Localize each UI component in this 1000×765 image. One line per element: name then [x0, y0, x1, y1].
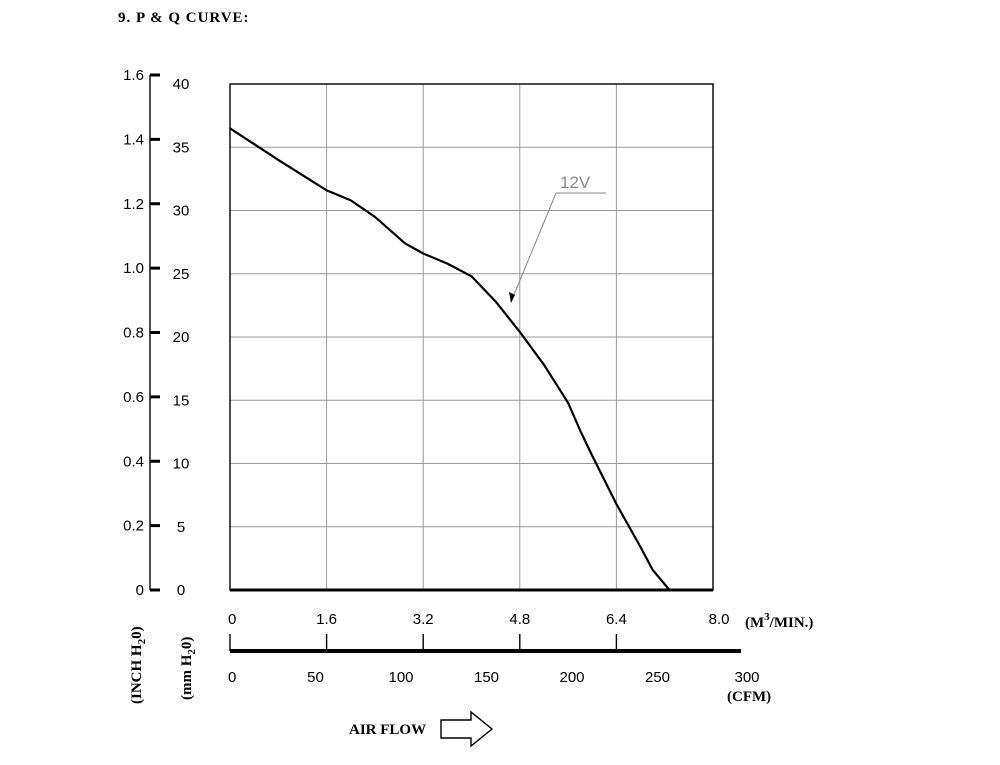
y-axis-mm-tick-label: 40	[173, 76, 190, 93]
y-axis-label-mm: (mm H20)	[179, 637, 198, 700]
page-title: 9. P & Q CURVE:	[118, 10, 250, 26]
y-axis-inch-tick-label: 0.6	[123, 389, 144, 406]
y-axis-mm-tick-label: 35	[173, 139, 190, 156]
y-axis-mm-tick-label: 20	[173, 329, 190, 346]
x-axis-unit-cfm: (CFM)	[727, 689, 771, 705]
y-axis-mm-tick-label: 0	[177, 582, 185, 599]
air-flow-arrow-icon	[440, 710, 494, 748]
x-axis-cfm-tick-label: 250	[645, 669, 670, 686]
x-axis-cfm-tick-label: 100	[388, 669, 413, 686]
series-annotation: 12V	[509, 173, 606, 303]
y-axis-inch-tick-label: 0.4	[123, 453, 144, 470]
y-axis-inch-tick-label: 0	[136, 582, 144, 599]
y-axis-mm-tick-label: 15	[173, 392, 190, 409]
y-axis-inch-tick-label: 0.8	[123, 325, 144, 342]
y-axis-mm-tick-label: 25	[173, 266, 190, 283]
x-axis-cfm-tick-label: 0	[228, 669, 236, 686]
x-axis-cmm: 0 1.6 3.2 4.8 6.4 8.0	[228, 611, 729, 651]
y-axis-mm-tick-label: 5	[177, 519, 185, 536]
x-axis-cfm-tick-label: 50	[307, 669, 324, 686]
y-axis-inch-tick-label: 1.6	[123, 67, 144, 84]
y-axis-label-inch: (INCH H20)	[129, 626, 148, 704]
x-axis-unit-cmm: (M3/MIN.)	[745, 611, 813, 631]
y-axis-inch-tick-label: 1.4	[123, 131, 144, 148]
x-axis-cmm-tick-label: 3.2	[413, 611, 434, 628]
grid-lines	[230, 84, 713, 590]
y-axis-inch-tick-label: 1.0	[123, 260, 144, 277]
annotation-arrowhead	[509, 292, 515, 303]
x-axis-cfm-tick-label: 150	[474, 669, 499, 686]
y-axis-inch: 0 0.2 0.4 0.6 0.8 1.0 1.2 1.4 1.6	[123, 67, 160, 599]
series-line-12v	[229, 127, 671, 591]
x-axis-cfm-tick-label: 300	[734, 669, 759, 686]
x-axis-cfm: 0 50 100 150 200 250 300	[228, 649, 760, 686]
x-axis-cmm-tick-label: 6.4	[606, 611, 627, 628]
y-axis-inch-tick-label: 0.2	[123, 518, 144, 535]
air-flow-label: AIR FLOW	[349, 722, 426, 738]
air-flow-indicator: AIR FLOW	[349, 710, 494, 748]
x-axis-cmm-tick-label: 4.8	[509, 611, 530, 628]
x-axis-cfm-tick-label: 200	[559, 669, 584, 686]
series-label-12v: 12V	[560, 173, 591, 192]
annotation-leader	[510, 192, 557, 303]
y-axis-inch-tick-label: 1.2	[123, 196, 144, 213]
y-axis-mm-tick-label: 30	[173, 203, 190, 220]
x-axis-cmm-tick-label: 1.6	[316, 611, 337, 628]
x-axis-cmm-tick-label: 8.0	[709, 611, 730, 628]
y-axis-mm-tick-label: 10	[173, 456, 190, 473]
y-axis-mm: 0 5 10 15 20 25 30 35 40	[173, 76, 190, 599]
x-axis-cmm-tick-label: 0	[228, 611, 236, 628]
